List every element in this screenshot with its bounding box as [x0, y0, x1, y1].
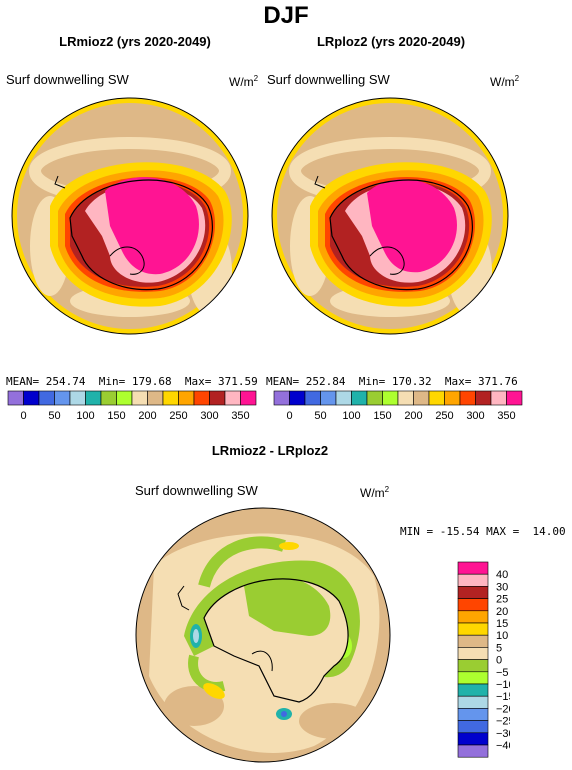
colorbar-tick-label: 150 — [107, 410, 125, 422]
colorbar-tick-label: 100 — [76, 410, 94, 422]
colorbar-tick-label: 30 — [496, 581, 508, 593]
colorbar-tick-label: 200 — [404, 410, 422, 422]
colorbar-tick-label: −20 — [496, 703, 510, 715]
colorbar-swatch — [147, 390, 164, 406]
colorbar-swatch — [457, 708, 489, 721]
colorbar-tick-label: 250 — [435, 410, 453, 422]
colorbar-tick-label: 200 — [138, 410, 156, 422]
colorbar-swatch — [162, 390, 179, 406]
diff-polar-map — [135, 507, 391, 763]
panel-1-variable-label: Surf downwelling SW — [6, 72, 129, 87]
colorbar-swatch — [397, 390, 414, 406]
colorbar-swatch — [131, 390, 148, 406]
colorbar-tick-label: 350 — [497, 410, 515, 422]
colorbar-swatch — [178, 390, 195, 406]
colorbar-swatch — [490, 390, 507, 406]
panel-2-variable-label: Surf downwelling SW — [267, 72, 390, 87]
colorbar-swatch — [457, 647, 489, 660]
colorbar-swatch — [351, 390, 368, 406]
colorbar-swatch — [506, 390, 523, 406]
colorbar-tick-label: 350 — [231, 410, 249, 422]
colorbar-swatch — [457, 561, 489, 575]
colorbar-tick-label: −25 — [496, 716, 510, 728]
colorbar-swatch — [457, 573, 489, 587]
colorbar-swatch — [193, 390, 210, 406]
colorbar-swatch — [428, 390, 445, 406]
colorbar-swatch — [457, 598, 489, 612]
colorbar-swatch — [413, 390, 430, 406]
colorbar-swatch — [69, 390, 86, 406]
diff-panel-variable-label: Surf downwelling SW — [135, 483, 258, 498]
colorbar-tick-label: −30 — [496, 728, 510, 740]
colorbar-tick-label: −15 — [496, 691, 510, 703]
colorbar-swatch — [382, 390, 399, 406]
colorbar-tick-label: −5 — [496, 667, 509, 679]
colorbar-tick-label: 300 — [466, 410, 484, 422]
colorbar-swatch — [475, 390, 492, 406]
colorbar-swatch — [459, 390, 476, 406]
colorbar-swatch — [335, 390, 352, 406]
colorbar-swatch — [116, 390, 133, 406]
panel-1-polar-map — [11, 97, 249, 335]
colorbar-swatch — [444, 390, 461, 406]
colorbar-tick-label: 0 — [20, 410, 26, 422]
colorbar-tick-label: 100 — [342, 410, 360, 422]
colorbar-swatch — [457, 622, 489, 636]
colorbar-swatch — [7, 390, 24, 406]
colorbar-tick-label: 5 — [496, 642, 502, 654]
colorbar-tick-label: 150 — [373, 410, 391, 422]
colorbar-swatch — [457, 732, 489, 746]
colorbar-swatch — [457, 659, 489, 673]
colorbar-swatch — [273, 390, 290, 406]
colorbar-tick-label: −10 — [496, 679, 510, 691]
panel-2-title: LRploz2 (yrs 2020-2049) — [316, 34, 466, 49]
colorbar-swatch — [224, 390, 241, 406]
colorbar-tick-label: 50 — [314, 410, 326, 422]
colorbar-swatch — [100, 390, 117, 406]
panel-2-colorbar: 0 50 100 150 200 250 300 350 — [273, 390, 523, 422]
colorbar-tick-label: 10 — [496, 630, 508, 642]
colorbar-swatch — [85, 390, 102, 406]
panel-2-polar-map — [271, 97, 509, 335]
colorbar-swatch — [457, 671, 489, 685]
page-title: DJF — [263, 2, 309, 29]
colorbar-swatch — [320, 390, 337, 406]
panel-2-units-label: W/m2 — [490, 74, 520, 89]
colorbar-swatch — [457, 634, 489, 648]
colorbar-tick-label: 300 — [200, 410, 218, 422]
colorbar-swatch — [457, 744, 489, 758]
colorbar-swatch — [38, 390, 55, 406]
colorbar-swatch — [457, 695, 489, 709]
colorbar-tick-label: 250 — [169, 410, 187, 422]
colorbar-swatch — [457, 586, 489, 599]
colorbar-tick-label: 50 — [48, 410, 60, 422]
panel-1-units-label: W/m2 — [229, 74, 259, 89]
colorbar-swatch — [289, 390, 306, 406]
diff-panel-units-label: W/m2 — [360, 485, 390, 500]
colorbar-swatch — [240, 390, 257, 406]
colorbar-tick-label: 40 — [496, 569, 508, 581]
colorbar-tick-label: 0 — [496, 655, 502, 667]
colorbar-tick-label: 25 — [496, 594, 508, 606]
colorbar-swatch — [457, 720, 489, 734]
panel-1-title: LRmioz2 (yrs 2020-2049) — [59, 34, 211, 49]
colorbar-swatch — [54, 390, 71, 406]
colorbar-swatch — [23, 390, 40, 406]
panel-2-stats: MEAN= 252.84 Min= 170.32 Max= 371.76 — [266, 375, 518, 388]
colorbar-tick-label: 0 — [286, 410, 292, 422]
colorbar-tick-label: −40 — [496, 740, 510, 752]
colorbar-tick-label: 20 — [496, 606, 508, 618]
panel-1-stats: MEAN= 254.74 Min= 179.68 Max= 371.59 — [6, 375, 258, 388]
colorbar-tick-label: 15 — [496, 618, 508, 630]
diff-panel-title: LRmioz2 - LRploz2 — [211, 443, 329, 458]
panel-1-colorbar: 0 50 100 150 200 250 300 350 — [7, 390, 257, 422]
diff-panel-stats: MIN = -15.54 MAX = 14.00 — [400, 525, 566, 538]
colorbar-swatch — [457, 610, 489, 624]
colorbar-swatch — [304, 390, 321, 406]
colorbar-swatch — [457, 683, 489, 697]
colorbar-swatch — [366, 390, 383, 406]
colorbar-swatch — [209, 390, 226, 406]
